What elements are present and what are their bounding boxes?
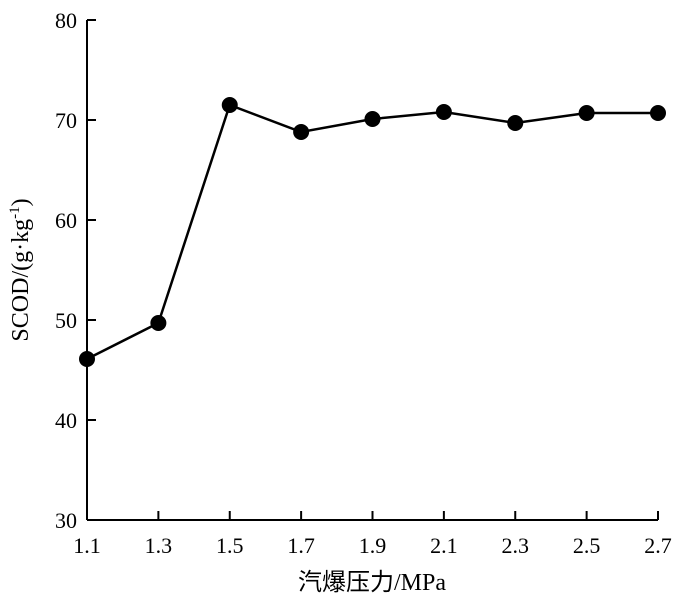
x-axis-title: 汽爆压力/MPa bbox=[298, 569, 446, 596]
x-tick-label: 2.7 bbox=[644, 533, 672, 558]
x-ticks: 1.1 1.3 1.5 1.7 1.9 2.1 2.3 2.5 2.7 bbox=[73, 511, 672, 558]
x-tick-label: 1.7 bbox=[287, 533, 315, 558]
y-tick-label: 40 bbox=[55, 408, 77, 433]
x-tick-label: 1.9 bbox=[359, 533, 387, 558]
data-point bbox=[221, 97, 238, 113]
data-point bbox=[435, 104, 452, 120]
data-point bbox=[150, 315, 167, 331]
y-ticks: 30 40 50 60 70 80 bbox=[55, 8, 96, 533]
plot-area: 30 40 50 60 70 80 1.1 1.3 1.5 1.7 1.9 2.1 2.3 2.5 2.7 bbox=[55, 8, 672, 558]
x-tick-label: 2.1 bbox=[430, 533, 458, 558]
x-tick-label: 1.3 bbox=[145, 533, 173, 558]
y-axis-title-main: SCOD/(g·kg bbox=[8, 219, 34, 342]
data-point bbox=[578, 105, 595, 121]
x-tick-label: 1.5 bbox=[216, 533, 244, 558]
x-tick-label: 2.3 bbox=[502, 533, 530, 558]
y-tick-label: 80 bbox=[55, 8, 77, 33]
y-axis-title-sup: -1 bbox=[7, 206, 23, 219]
series-points bbox=[79, 97, 666, 367]
data-point bbox=[79, 351, 95, 367]
y-tick-label: 60 bbox=[55, 208, 77, 233]
data-point bbox=[364, 111, 381, 127]
y-axis-title-close: ) bbox=[8, 198, 34, 206]
x-tick-label: 2.5 bbox=[573, 533, 601, 558]
y-tick-label: 70 bbox=[55, 108, 77, 133]
data-point bbox=[507, 115, 524, 131]
y-tick-label: 50 bbox=[55, 308, 77, 333]
data-point bbox=[650, 105, 666, 121]
data-point bbox=[293, 124, 310, 140]
series-line bbox=[86, 103, 658, 361]
y-tick-label: 30 bbox=[55, 508, 77, 533]
x-tick-label: 1.1 bbox=[73, 533, 101, 558]
y-axis-title: SCOD/(g·kg-1) bbox=[7, 198, 34, 341]
